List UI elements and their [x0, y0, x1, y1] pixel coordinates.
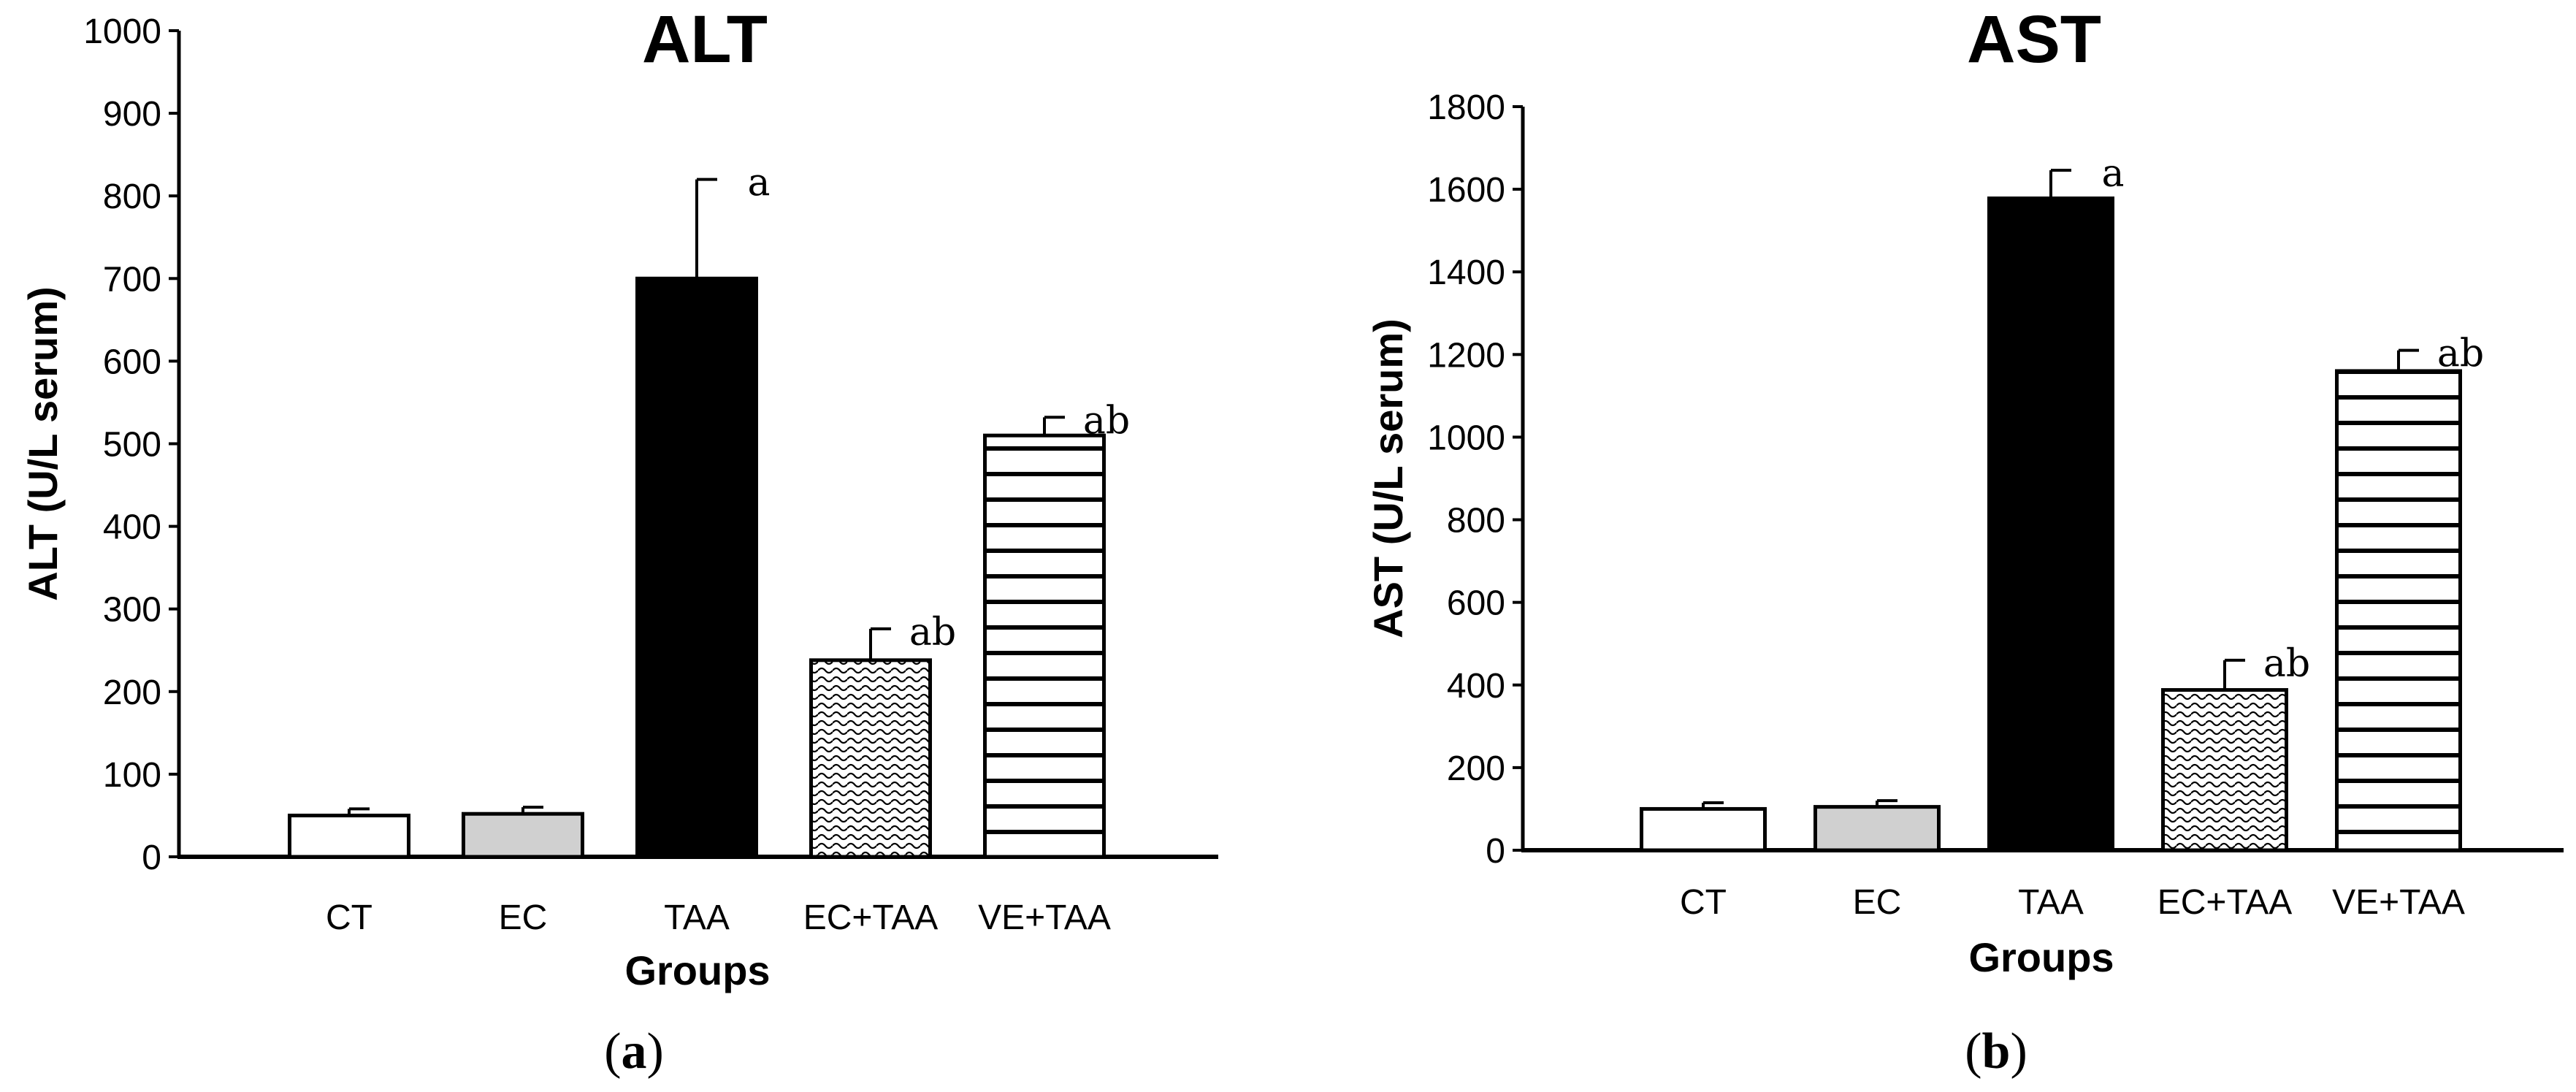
y-tick-label: 400 — [1447, 667, 1505, 706]
y-axis-label: AST (U/L serum) — [1365, 318, 1411, 638]
chart-title: AST — [1967, 2, 2101, 77]
panel-label: (b) — [1965, 1023, 2027, 1080]
significance-label: a — [2101, 152, 2124, 196]
bar-ec-taa — [2161, 688, 2288, 852]
y-tick-label: 1000 — [1427, 419, 1505, 457]
y-tick-label: 600 — [1447, 584, 1505, 623]
bar-ec-taa — [809, 658, 932, 859]
y-tick-label: 200 — [103, 673, 161, 712]
x-tick-label: CT — [326, 898, 372, 937]
bar-ct — [288, 813, 410, 859]
y-tick-label: 1400 — [1427, 253, 1505, 292]
y-tick-label: 0 — [142, 839, 161, 877]
x-tick-label: CT — [1680, 883, 1727, 922]
y-tick-label: 0 — [1486, 832, 1505, 871]
x-axis-label: Groups — [624, 947, 770, 993]
y-tick-label: 1000 — [83, 12, 161, 51]
x-axis-label: Groups — [1968, 934, 2114, 980]
y-tick-label: 900 — [103, 95, 161, 134]
bar-ec — [1813, 805, 1941, 852]
chart-panel-ast: AST AST (U/L serum) 0 200 400 600 800 1000 1200 1… — [1365, 2, 2564, 1080]
bar-ve-taa — [2335, 369, 2462, 852]
y-tick-label: 700 — [103, 260, 161, 299]
y-tick-label: 800 — [103, 177, 161, 216]
panel-label: (a) — [604, 1023, 664, 1080]
bar-taa — [635, 276, 758, 859]
y-axis-label: ALT (U/L serum) — [20, 286, 66, 600]
x-tick-label: EC+TAA — [2158, 883, 2293, 922]
panel-letter: b — [1982, 1023, 2011, 1080]
bar-ct — [1640, 806, 1767, 852]
x-tick-label: EC — [499, 898, 548, 937]
chart-panel-alt: ALT ALT (U/L serum) 0 100 200 300 400 500 600 700… — [20, 2, 1218, 1080]
y-tick-label: 300 — [103, 591, 161, 630]
y-tick-label: 500 — [103, 426, 161, 465]
y-tick-label: 800 — [1447, 502, 1505, 541]
y-tick-label: 200 — [1447, 749, 1505, 788]
bar-ec — [462, 812, 584, 859]
y-tick-label: 400 — [103, 508, 161, 547]
significance-label: ab — [2437, 332, 2484, 376]
y-tick-label: 600 — [103, 343, 161, 381]
x-tick-label: VE+TAA — [2332, 883, 2465, 922]
y-tick-label: 1800 — [1427, 88, 1505, 127]
y-tick-label: 100 — [103, 756, 161, 795]
x-tick-label: EC+TAA — [803, 898, 939, 937]
x-tick-label: TAA — [2018, 883, 2084, 922]
chart-title: ALT — [642, 2, 768, 77]
bar-taa — [1987, 196, 2114, 852]
x-tick-label: EC — [1853, 883, 1902, 922]
significance-label: a — [747, 161, 770, 205]
panel-letter: a — [622, 1023, 647, 1080]
significance-label: ab — [909, 611, 956, 654]
y-tick-label: 1600 — [1427, 171, 1505, 210]
significance-label: ab — [2263, 642, 2310, 686]
x-tick-label: VE+TAA — [978, 898, 1111, 937]
y-tick-label: 1200 — [1427, 336, 1505, 375]
x-tick-label: TAA — [664, 898, 730, 937]
bar-ve-taa — [983, 433, 1106, 859]
significance-label: ab — [1083, 399, 1130, 443]
